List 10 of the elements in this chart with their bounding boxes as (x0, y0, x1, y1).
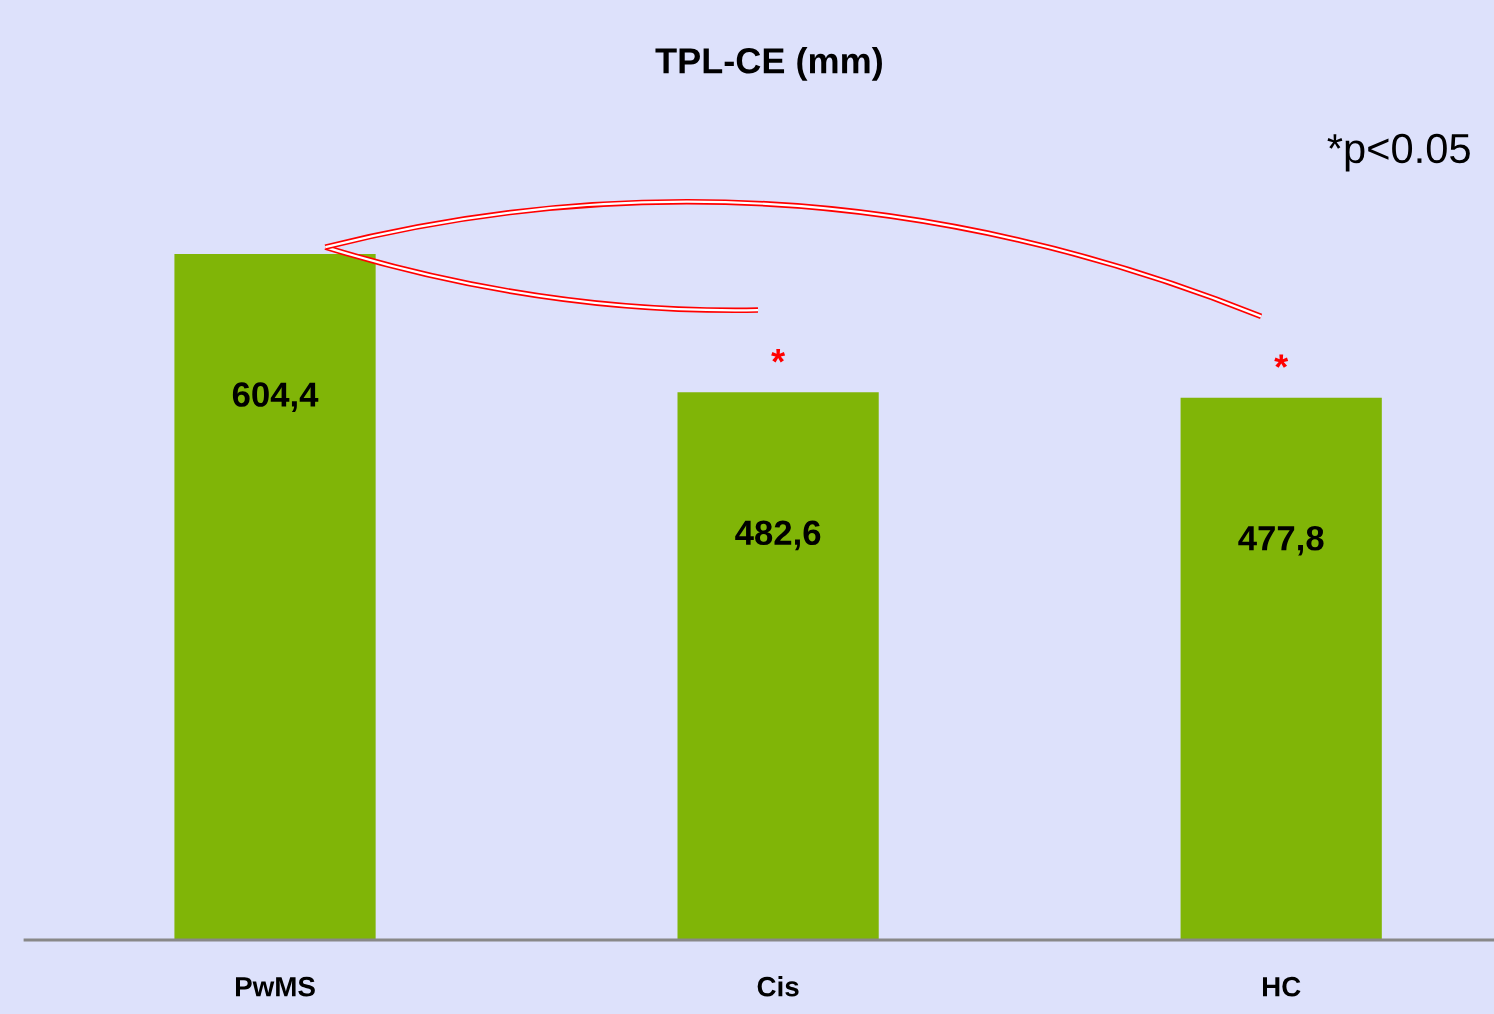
x-tick-label: PwMS (235, 976, 315, 997)
annotation: * (771, 348, 786, 363)
x-tick-label: HC (1262, 976, 1301, 997)
annotation: * (1274, 354, 1289, 368)
data-label: 604,4 (232, 382, 319, 412)
data-label: 477,8 (1238, 525, 1324, 556)
data-label: 482,6 (735, 520, 821, 551)
chart-title: TPL-CE (mm) (655, 47, 882, 81)
x-tick-label: Cis (757, 976, 799, 997)
text: *p<0.05 (1327, 133, 1470, 172)
